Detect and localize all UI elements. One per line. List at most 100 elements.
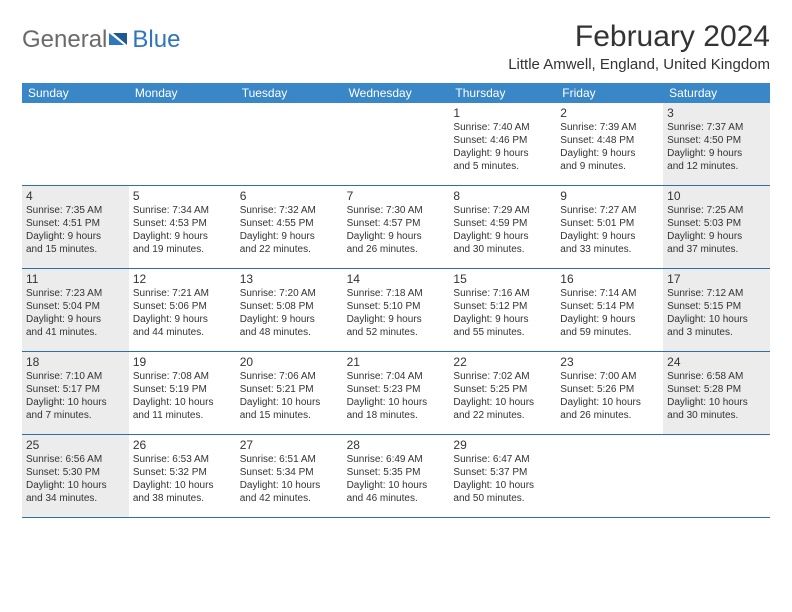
day-number: 3 xyxy=(667,106,766,120)
day-info: Sunrise: 7:40 AMSunset: 4:46 PMDaylight:… xyxy=(453,121,552,173)
day-number: 15 xyxy=(453,272,552,286)
calendar-day-cell: 7Sunrise: 7:30 AMSunset: 4:57 PMDaylight… xyxy=(343,186,450,268)
day-number: 17 xyxy=(667,272,766,286)
calendar-day-cell: 19Sunrise: 7:08 AMSunset: 5:19 PMDayligh… xyxy=(129,352,236,434)
logo-text-general: General xyxy=(22,26,107,54)
day-number: 28 xyxy=(347,438,446,452)
day-number: 16 xyxy=(560,272,659,286)
calendar-day-cell: 16Sunrise: 7:14 AMSunset: 5:14 PMDayligh… xyxy=(556,269,663,351)
day-number: 1 xyxy=(453,106,552,120)
calendar-day-cell: 14Sunrise: 7:18 AMSunset: 5:10 PMDayligh… xyxy=(343,269,450,351)
calendar-day-cell: 22Sunrise: 7:02 AMSunset: 5:25 PMDayligh… xyxy=(449,352,556,434)
calendar-day-cell: 3Sunrise: 7:37 AMSunset: 4:50 PMDaylight… xyxy=(663,103,770,185)
day-number: 11 xyxy=(26,272,125,286)
calendar-week-row: 1Sunrise: 7:40 AMSunset: 4:46 PMDaylight… xyxy=(22,103,770,186)
weekday-label: Monday xyxy=(129,83,236,103)
day-number: 21 xyxy=(347,355,446,369)
day-info: Sunrise: 7:12 AMSunset: 5:15 PMDaylight:… xyxy=(667,287,766,339)
day-info: Sunrise: 7:37 AMSunset: 4:50 PMDaylight:… xyxy=(667,121,766,173)
calendar-day-cell: 4Sunrise: 7:35 AMSunset: 4:51 PMDaylight… xyxy=(22,186,129,268)
weekday-label: Saturday xyxy=(663,83,770,103)
day-info: Sunrise: 7:18 AMSunset: 5:10 PMDaylight:… xyxy=(347,287,446,339)
calendar-day-cell xyxy=(129,103,236,185)
day-number: 9 xyxy=(560,189,659,203)
day-number: 14 xyxy=(347,272,446,286)
calendar-day-cell: 11Sunrise: 7:23 AMSunset: 5:04 PMDayligh… xyxy=(22,269,129,351)
calendar-day-cell: 10Sunrise: 7:25 AMSunset: 5:03 PMDayligh… xyxy=(663,186,770,268)
day-number: 25 xyxy=(26,438,125,452)
calendar: SundayMondayTuesdayWednesdayThursdayFrid… xyxy=(22,83,770,518)
weekday-label: Tuesday xyxy=(236,83,343,103)
title-block: February 2024 Little Amwell, England, Un… xyxy=(508,20,770,73)
calendar-day-cell: 20Sunrise: 7:06 AMSunset: 5:21 PMDayligh… xyxy=(236,352,343,434)
day-info: Sunrise: 6:56 AMSunset: 5:30 PMDaylight:… xyxy=(26,453,125,505)
calendar-day-cell: 13Sunrise: 7:20 AMSunset: 5:08 PMDayligh… xyxy=(236,269,343,351)
calendar-day-cell: 9Sunrise: 7:27 AMSunset: 5:01 PMDaylight… xyxy=(556,186,663,268)
calendar-day-cell: 27Sunrise: 6:51 AMSunset: 5:34 PMDayligh… xyxy=(236,435,343,517)
weekday-label: Sunday xyxy=(22,83,129,103)
weekday-label: Thursday xyxy=(449,83,556,103)
day-number: 8 xyxy=(453,189,552,203)
day-number: 13 xyxy=(240,272,339,286)
day-number: 2 xyxy=(560,106,659,120)
day-info: Sunrise: 7:23 AMSunset: 5:04 PMDaylight:… xyxy=(26,287,125,339)
calendar-day-cell xyxy=(556,435,663,517)
header: General Blue February 2024 Little Amwell… xyxy=(22,20,770,73)
calendar-day-cell: 25Sunrise: 6:56 AMSunset: 5:30 PMDayligh… xyxy=(22,435,129,517)
calendar-week-row: 4Sunrise: 7:35 AMSunset: 4:51 PMDaylight… xyxy=(22,186,770,269)
day-info: Sunrise: 7:35 AMSunset: 4:51 PMDaylight:… xyxy=(26,204,125,256)
day-info: Sunrise: 7:06 AMSunset: 5:21 PMDaylight:… xyxy=(240,370,339,422)
day-number: 5 xyxy=(133,189,232,203)
calendar-week-row: 25Sunrise: 6:56 AMSunset: 5:30 PMDayligh… xyxy=(22,435,770,518)
calendar-day-cell: 24Sunrise: 6:58 AMSunset: 5:28 PMDayligh… xyxy=(663,352,770,434)
day-info: Sunrise: 6:47 AMSunset: 5:37 PMDaylight:… xyxy=(453,453,552,505)
day-number: 7 xyxy=(347,189,446,203)
calendar-day-cell: 17Sunrise: 7:12 AMSunset: 5:15 PMDayligh… xyxy=(663,269,770,351)
calendar-day-cell: 1Sunrise: 7:40 AMSunset: 4:46 PMDaylight… xyxy=(449,103,556,185)
day-info: Sunrise: 7:00 AMSunset: 5:26 PMDaylight:… xyxy=(560,370,659,422)
calendar-day-cell: 29Sunrise: 6:47 AMSunset: 5:37 PMDayligh… xyxy=(449,435,556,517)
day-info: Sunrise: 7:10 AMSunset: 5:17 PMDaylight:… xyxy=(26,370,125,422)
calendar-day-cell: 6Sunrise: 7:32 AMSunset: 4:55 PMDaylight… xyxy=(236,186,343,268)
calendar-day-cell: 5Sunrise: 7:34 AMSunset: 4:53 PMDaylight… xyxy=(129,186,236,268)
calendar-weeks: 1Sunrise: 7:40 AMSunset: 4:46 PMDaylight… xyxy=(22,103,770,518)
day-info: Sunrise: 6:51 AMSunset: 5:34 PMDaylight:… xyxy=(240,453,339,505)
calendar-day-cell xyxy=(663,435,770,517)
day-number: 4 xyxy=(26,189,125,203)
day-info: Sunrise: 7:32 AMSunset: 4:55 PMDaylight:… xyxy=(240,204,339,256)
day-number: 24 xyxy=(667,355,766,369)
day-info: Sunrise: 7:16 AMSunset: 5:12 PMDaylight:… xyxy=(453,287,552,339)
weekday-header-row: SundayMondayTuesdayWednesdayThursdayFrid… xyxy=(22,83,770,103)
calendar-day-cell: 23Sunrise: 7:00 AMSunset: 5:26 PMDayligh… xyxy=(556,352,663,434)
day-number: 12 xyxy=(133,272,232,286)
calendar-day-cell: 26Sunrise: 6:53 AMSunset: 5:32 PMDayligh… xyxy=(129,435,236,517)
day-info: Sunrise: 7:14 AMSunset: 5:14 PMDaylight:… xyxy=(560,287,659,339)
calendar-week-row: 18Sunrise: 7:10 AMSunset: 5:17 PMDayligh… xyxy=(22,352,770,435)
day-info: Sunrise: 7:21 AMSunset: 5:06 PMDaylight:… xyxy=(133,287,232,339)
day-number: 27 xyxy=(240,438,339,452)
day-info: Sunrise: 7:30 AMSunset: 4:57 PMDaylight:… xyxy=(347,204,446,256)
calendar-day-cell: 18Sunrise: 7:10 AMSunset: 5:17 PMDayligh… xyxy=(22,352,129,434)
logo-triangle-icon xyxy=(109,26,131,54)
location-text: Little Amwell, England, United Kingdom xyxy=(508,56,770,73)
calendar-day-cell xyxy=(343,103,450,185)
calendar-day-cell: 28Sunrise: 6:49 AMSunset: 5:35 PMDayligh… xyxy=(343,435,450,517)
day-info: Sunrise: 7:29 AMSunset: 4:59 PMDaylight:… xyxy=(453,204,552,256)
calendar-day-cell xyxy=(236,103,343,185)
calendar-day-cell: 15Sunrise: 7:16 AMSunset: 5:12 PMDayligh… xyxy=(449,269,556,351)
day-info: Sunrise: 6:53 AMSunset: 5:32 PMDaylight:… xyxy=(133,453,232,505)
day-number: 18 xyxy=(26,355,125,369)
calendar-day-cell: 2Sunrise: 7:39 AMSunset: 4:48 PMDaylight… xyxy=(556,103,663,185)
day-info: Sunrise: 7:25 AMSunset: 5:03 PMDaylight:… xyxy=(667,204,766,256)
day-info: Sunrise: 6:49 AMSunset: 5:35 PMDaylight:… xyxy=(347,453,446,505)
month-title: February 2024 xyxy=(508,20,770,54)
day-number: 10 xyxy=(667,189,766,203)
weekday-label: Friday xyxy=(556,83,663,103)
day-number: 26 xyxy=(133,438,232,452)
day-info: Sunrise: 7:27 AMSunset: 5:01 PMDaylight:… xyxy=(560,204,659,256)
day-info: Sunrise: 7:34 AMSunset: 4:53 PMDaylight:… xyxy=(133,204,232,256)
day-info: Sunrise: 7:20 AMSunset: 5:08 PMDaylight:… xyxy=(240,287,339,339)
day-info: Sunrise: 7:08 AMSunset: 5:19 PMDaylight:… xyxy=(133,370,232,422)
day-number: 20 xyxy=(240,355,339,369)
day-info: Sunrise: 7:04 AMSunset: 5:23 PMDaylight:… xyxy=(347,370,446,422)
